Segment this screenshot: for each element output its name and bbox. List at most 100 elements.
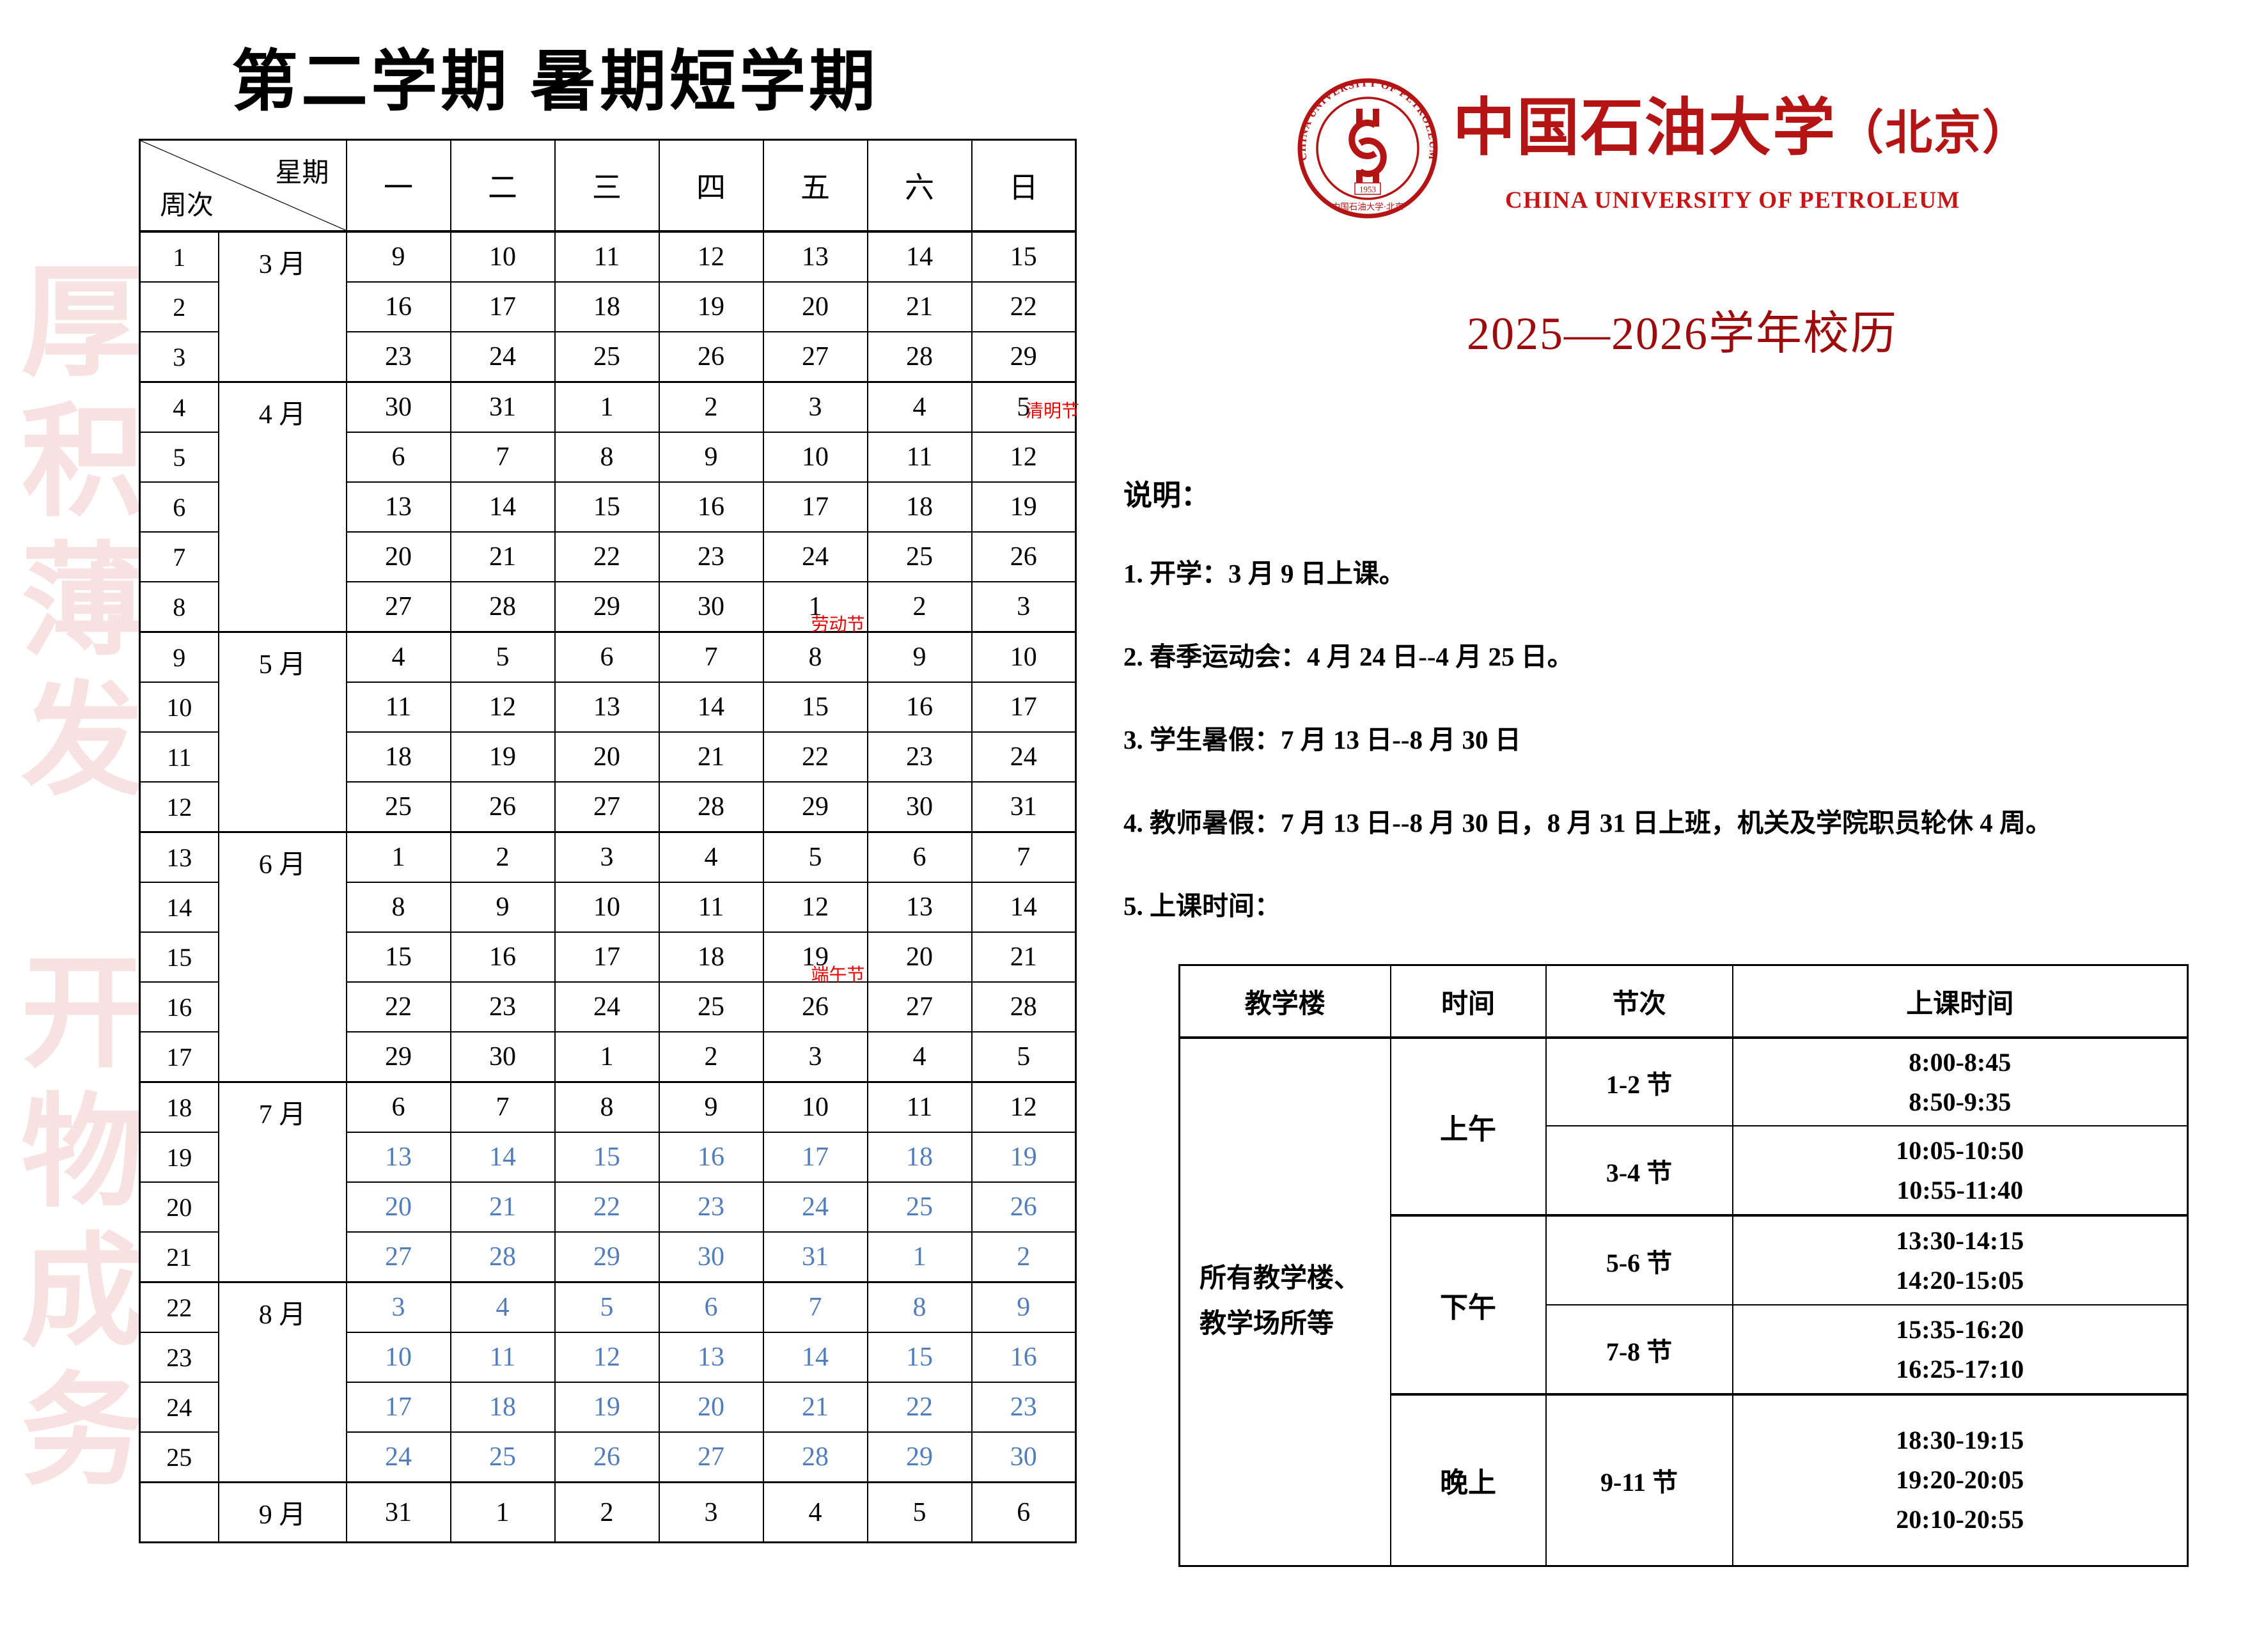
week-number-cell: 25	[139, 1431, 219, 1483]
date-cell: 20	[658, 1382, 764, 1433]
date-cell: 5	[449, 631, 556, 683]
date-cell: 1 劳动节	[762, 581, 868, 635]
date-cell: 18	[866, 1132, 973, 1183]
date-cell: 11	[554, 231, 660, 283]
week-number-cell: 10	[139, 682, 219, 733]
date-cell: 27	[658, 1431, 764, 1483]
date-cell: 10	[345, 1332, 451, 1383]
date-cell: 13	[866, 882, 973, 933]
date-cell: 4	[345, 631, 451, 683]
calendar-week-row: 5 6 7 8 9 10 11 12	[139, 432, 1077, 483]
date-cell: 14	[971, 882, 1077, 933]
note-item-1: 1. 开学：3 月 9 日上课。	[1123, 559, 1405, 588]
date-cell: 18	[866, 481, 973, 533]
period-cell: 5-6 节	[1545, 1214, 1733, 1305]
week-number-cell: 16	[139, 981, 219, 1032]
class-times-cell: 13:30-14:15 14:20-15:05	[1731, 1214, 2189, 1305]
date-cell: 5	[866, 1481, 973, 1543]
date-cell: 19	[554, 1382, 660, 1433]
date-cell: 24	[762, 531, 868, 582]
note-item-3: 3. 学生暑假：7 月 13 日--8 月 30 日	[1123, 725, 1521, 754]
week-number-cell: 15	[139, 931, 219, 983]
schedule-header-row: 教学楼 时间 节次 上课时间	[1178, 964, 2189, 1039]
calendar-week-row: 6 13 14 15 16 17 18 19	[139, 481, 1077, 533]
date-cell: 27	[345, 581, 451, 633]
schedule-header-period: 节次	[1545, 964, 1733, 1039]
date-cell: 28	[658, 781, 764, 833]
date-cell: 4	[658, 831, 764, 883]
date-cell: 30	[658, 581, 764, 633]
date-cell: 30	[449, 1031, 556, 1083]
date-cell: 15	[971, 231, 1077, 283]
svg-text:1953: 1953	[1359, 185, 1376, 194]
day-of-week-header: 日	[971, 139, 1077, 233]
date-cell: 25	[658, 981, 764, 1032]
date-cell: 1	[345, 831, 451, 883]
month-cell: 6 月	[217, 831, 347, 1083]
schedule-row: 所有教学楼、 教学场所等 上午 1-2 节 8:00-8:45 8:50-9:35	[1178, 1037, 2189, 1566]
date-cell: 20	[866, 931, 973, 983]
date-cell: 2	[866, 581, 973, 633]
period-cell: 3-4 节	[1545, 1125, 1733, 1216]
watermark-text-bottom: 开物成务	[3, 947, 139, 1505]
month-cell: 7 月	[217, 1081, 347, 1283]
note-item-5: 5. 上课时间：	[1123, 891, 1281, 921]
week-number-cell: 21	[139, 1231, 219, 1283]
date-cell: 16	[449, 931, 556, 983]
diagonal-divider-line	[141, 141, 346, 230]
date-cell: 4	[866, 1031, 973, 1083]
schedule-row: 7-8 节 15:35-16:20 16:25-17:10	[1180, 1304, 2189, 1395]
calendar-week-row: 20 20 21 22 23 24 25 26	[139, 1181, 1077, 1233]
class-times-cell: 18:30-19:15 19:20-20:05 20:10-20:55	[1731, 1393, 2189, 1566]
date-cell: 15	[554, 1132, 660, 1183]
date-cell: 26	[971, 1181, 1077, 1233]
date-cell: 13	[345, 481, 451, 533]
schedule-header-building: 教学楼	[1178, 964, 1391, 1039]
university-name-english: CHINA UNIVERSITY OF PETROLEUM	[1505, 187, 1960, 214]
date-cell: 18	[345, 731, 451, 783]
date-cell: 19 端午节	[762, 931, 868, 985]
svg-text:中国石油大学·北京: 中国石油大学·北京	[1332, 202, 1404, 212]
date-cell: 10	[762, 432, 868, 483]
date-cell: 28	[762, 1431, 868, 1483]
date-cell: 26	[554, 1431, 660, 1483]
date-cell: 31	[449, 381, 556, 433]
calendar-week-row: 18 7 月 6 7 8 9 10 11 12	[139, 1081, 1077, 1283]
date-cell: 20	[762, 281, 868, 332]
date-cell: 4	[762, 1481, 868, 1543]
date-cell: 8	[345, 882, 451, 933]
date-cell: 16	[658, 481, 764, 533]
week-number-cell: 9	[139, 631, 219, 683]
date-cell: 13	[554, 682, 660, 733]
date-cell: 7	[449, 432, 556, 483]
date-cell: 6	[345, 432, 451, 483]
date-cell: 31	[345, 1481, 451, 1543]
week-number-cell	[139, 1481, 219, 1543]
date-cell: 26	[762, 981, 868, 1032]
week-number-cell: 13	[139, 831, 219, 883]
weekday-axis-label: 星期	[275, 159, 329, 188]
date-cell: 5	[554, 1281, 660, 1333]
calendar-week-row: 25 24 25 26 27 28 29 30	[139, 1431, 1077, 1483]
date-cell: 3	[554, 831, 660, 883]
date-cell: 7	[762, 1281, 868, 1333]
date-cell: 15	[866, 1332, 973, 1383]
date-cell: 1	[449, 1481, 556, 1543]
date-cell: 8	[554, 1081, 660, 1133]
date-cell: 9	[658, 432, 764, 483]
date-cell: 29	[762, 781, 868, 833]
university-name-calligraphy: 中国石油大学（北京）	[1453, 77, 2047, 168]
university-seal-icon: CHINA UNIVERSITY OF PETROLEUM 1953 中国石油大…	[1297, 77, 1439, 219]
time-of-day-cell: 下午	[1389, 1214, 1547, 1395]
week-number-cell: 6	[139, 481, 219, 533]
date-cell: 28	[971, 981, 1077, 1032]
date-cell: 8	[554, 432, 660, 483]
date-cell: 1	[554, 1031, 660, 1083]
date-cell: 14	[658, 682, 764, 733]
date-cell: 27	[554, 781, 660, 833]
date-cell: 6	[971, 1481, 1077, 1543]
day-of-week-header: 二	[449, 139, 556, 233]
date-cell: 21	[449, 1181, 556, 1233]
